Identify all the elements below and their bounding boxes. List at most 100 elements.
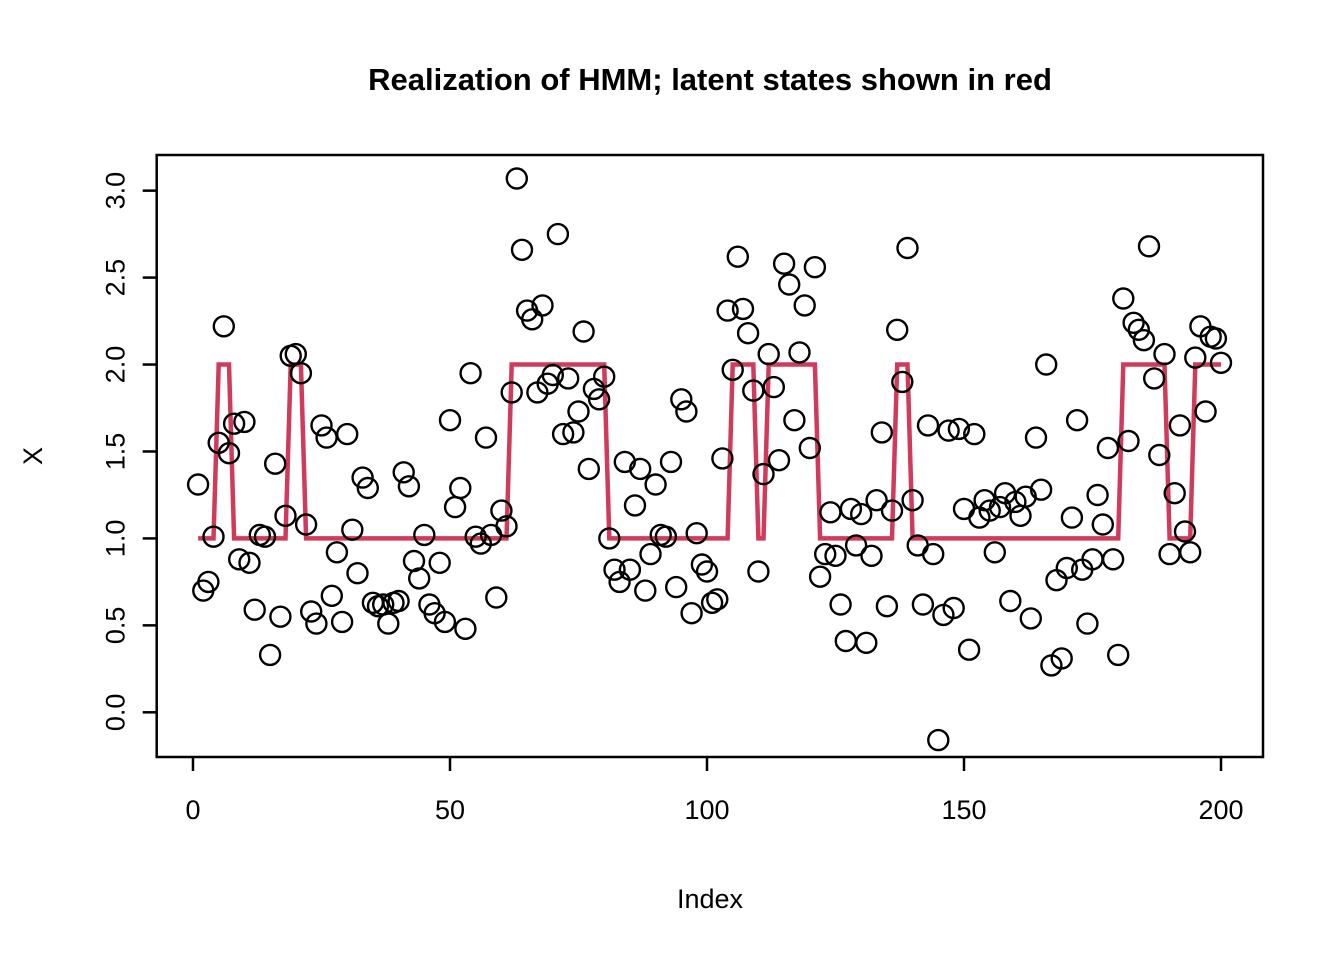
data-point	[870, 421, 893, 444]
data-point	[1055, 556, 1079, 580]
data-point	[1106, 643, 1130, 667]
data-point	[551, 422, 575, 446]
data-point	[269, 605, 292, 628]
data-point	[490, 499, 513, 522]
data-point	[1086, 483, 1109, 507]
data-point	[695, 560, 719, 583]
latent-state-line	[198, 362, 1221, 541]
data-point	[274, 504, 297, 527]
data-point	[963, 422, 986, 446]
data-point	[1209, 351, 1233, 374]
data-point	[495, 515, 518, 538]
data-point	[1009, 504, 1032, 527]
y-tick-label: 1.5	[101, 433, 131, 471]
data-point	[623, 494, 647, 517]
data-point	[428, 551, 451, 574]
x-tick-label: 50	[435, 795, 465, 825]
data-point	[947, 417, 971, 441]
x-tick-label: 200	[1198, 795, 1243, 825]
data-point	[541, 363, 564, 387]
data-point	[474, 426, 498, 449]
y-axis-label: X	[18, 447, 48, 465]
data-point	[798, 436, 821, 460]
data-point	[850, 502, 873, 526]
data-point	[952, 497, 976, 521]
y-tick-label: 0.5	[101, 607, 131, 645]
data-point	[700, 591, 724, 614]
data-point	[788, 341, 811, 364]
data-point	[1045, 569, 1068, 592]
data-point	[1029, 478, 1053, 501]
data-point	[829, 593, 852, 616]
data-point	[510, 238, 534, 262]
data-point	[639, 542, 662, 566]
data-point	[803, 256, 827, 279]
data-point	[197, 570, 220, 594]
data-point	[454, 617, 477, 640]
data-point	[413, 523, 436, 547]
data-point	[1137, 235, 1161, 258]
data-point	[397, 475, 421, 498]
data-point	[330, 610, 354, 634]
data-point	[562, 421, 585, 444]
data-point	[875, 595, 899, 618]
data-point	[227, 548, 251, 571]
data-point	[819, 501, 842, 524]
y-axis-ticks: 0.0 0.5 1.0 1.5 2.0 2.5 3.0	[101, 172, 157, 731]
data-point	[587, 388, 611, 411]
data-point	[937, 419, 960, 442]
data-point	[772, 252, 796, 275]
data-point	[464, 525, 487, 548]
series-layer	[186, 167, 1233, 752]
data-point	[1096, 436, 1120, 460]
data-point	[757, 342, 780, 366]
data-point	[896, 236, 919, 260]
data-point	[222, 412, 246, 435]
data-point	[855, 631, 878, 654]
data-point	[500, 381, 523, 404]
data-point	[767, 449, 791, 472]
data-point	[1004, 490, 1027, 514]
data-point	[778, 273, 801, 296]
y-tick-label: 2.5	[101, 259, 131, 297]
data-point	[1194, 400, 1217, 423]
data-point	[731, 297, 755, 321]
data-point	[603, 558, 626, 581]
data-point	[983, 541, 1006, 564]
data-point	[721, 358, 744, 381]
data-point	[212, 315, 236, 338]
data-point	[459, 362, 482, 385]
data-point	[922, 542, 945, 566]
data-point	[814, 542, 837, 566]
chart-title: Realization of HMM; latent states shown …	[368, 62, 1052, 97]
data-point	[408, 567, 431, 590]
data-point	[264, 452, 287, 475]
data-point	[1184, 346, 1207, 369]
data-point	[762, 375, 785, 399]
data-point	[310, 414, 333, 437]
data-point	[433, 610, 457, 634]
data-point	[300, 600, 323, 623]
data-point	[716, 299, 739, 322]
data-point	[217, 442, 241, 465]
data-point	[305, 612, 328, 635]
data-point	[346, 562, 369, 585]
data-point	[186, 473, 210, 496]
data-point	[438, 409, 462, 432]
data-point	[546, 222, 570, 246]
data-point	[999, 589, 1022, 613]
data-point	[1142, 367, 1166, 390]
data-point	[233, 410, 256, 434]
data-point	[325, 541, 349, 564]
data-point	[891, 370, 914, 394]
data-point	[865, 489, 888, 512]
y-tick-label: 2.0	[101, 346, 131, 384]
data-point	[377, 612, 400, 635]
data-point	[644, 473, 667, 496]
data-point	[783, 409, 806, 432]
data-point	[844, 534, 868, 557]
data-point	[634, 579, 657, 602]
data-point	[294, 513, 318, 536]
data-point	[957, 638, 981, 661]
